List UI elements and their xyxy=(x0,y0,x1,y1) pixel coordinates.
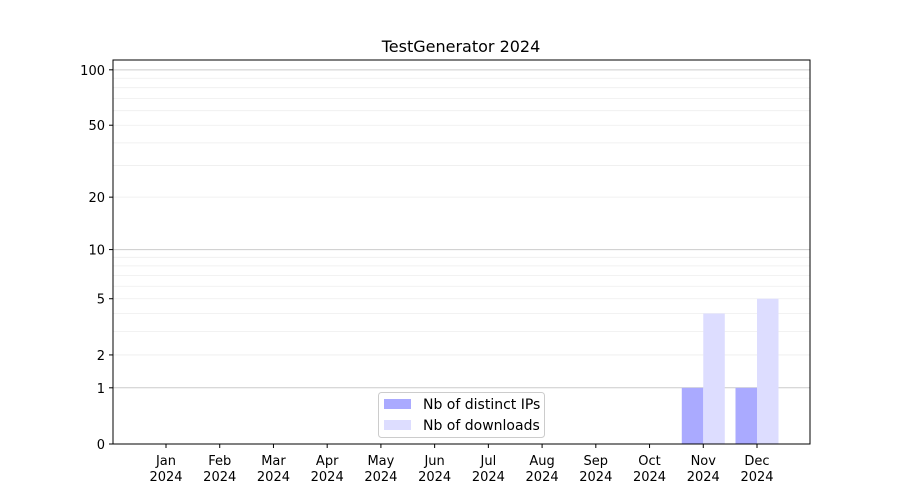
x-tick-label: 2024 xyxy=(740,470,773,485)
bar-distinct-ips xyxy=(681,387,704,444)
x-tick-label: 2024 xyxy=(257,470,290,485)
y-tick-label: 0 xyxy=(97,438,105,453)
x-tick-label: Oct xyxy=(638,454,660,469)
y-tick-label: 5 xyxy=(97,293,105,308)
x-tick-label: Jun xyxy=(423,454,444,469)
x-tick-label: Feb xyxy=(208,454,231,469)
legend-label-distinct-ips: Nb of distinct IPs xyxy=(423,397,540,413)
grid xyxy=(113,69,810,389)
x-axis: Jan2024Feb2024Mar2024Apr2024May2024Jun20… xyxy=(149,444,774,485)
x-tick-label: 2024 xyxy=(579,470,612,485)
bar-distinct-ips xyxy=(735,387,757,444)
y-axis: 0 1 2 5 10 20 50 100 xyxy=(80,64,113,453)
legend-swatch-distinct-ips xyxy=(384,399,411,409)
legend-label-downloads: Nb of downloads xyxy=(423,418,540,434)
x-tick-label: 2024 xyxy=(311,470,344,485)
bars xyxy=(681,298,779,444)
legend-swatch-downloads xyxy=(384,420,411,430)
x-tick-label: 2024 xyxy=(526,470,559,485)
chart-title: TestGenerator 2024 xyxy=(381,37,541,56)
x-tick-label: Mar xyxy=(261,454,286,469)
y-tick-label: 2 xyxy=(97,349,105,364)
x-tick-label: 2024 xyxy=(149,470,182,485)
legend: Nb of distinct IPs Nb of downloads xyxy=(378,392,545,438)
x-tick-label: May xyxy=(367,454,394,469)
x-tick-label: Aug xyxy=(529,454,554,469)
y-tick-label: 10 xyxy=(88,244,105,259)
x-tick-label: Dec xyxy=(744,454,769,469)
y-tick-label: 1 xyxy=(97,382,105,397)
x-tick-label: 2024 xyxy=(418,470,451,485)
y-tick-label: 20 xyxy=(88,191,105,206)
plot-frame xyxy=(112,59,811,445)
bar-downloads xyxy=(703,313,725,444)
x-tick-label: 2024 xyxy=(687,470,720,485)
x-tick-label: Jan xyxy=(155,454,176,469)
x-tick-label: Jul xyxy=(480,454,497,469)
x-tick-label: Apr xyxy=(316,454,339,469)
x-tick-label: 2024 xyxy=(472,470,505,485)
y-tick-label: 50 xyxy=(88,119,105,134)
x-tick-label: 2024 xyxy=(364,470,397,485)
x-tick-label: Sep xyxy=(584,454,609,469)
x-tick-label: 2024 xyxy=(633,470,666,485)
x-tick-label: Nov xyxy=(691,454,717,469)
legend-box xyxy=(378,392,545,438)
bar-downloads xyxy=(757,298,779,444)
x-tick-label: 2024 xyxy=(203,470,236,485)
y-tick-label: 100 xyxy=(80,64,105,79)
